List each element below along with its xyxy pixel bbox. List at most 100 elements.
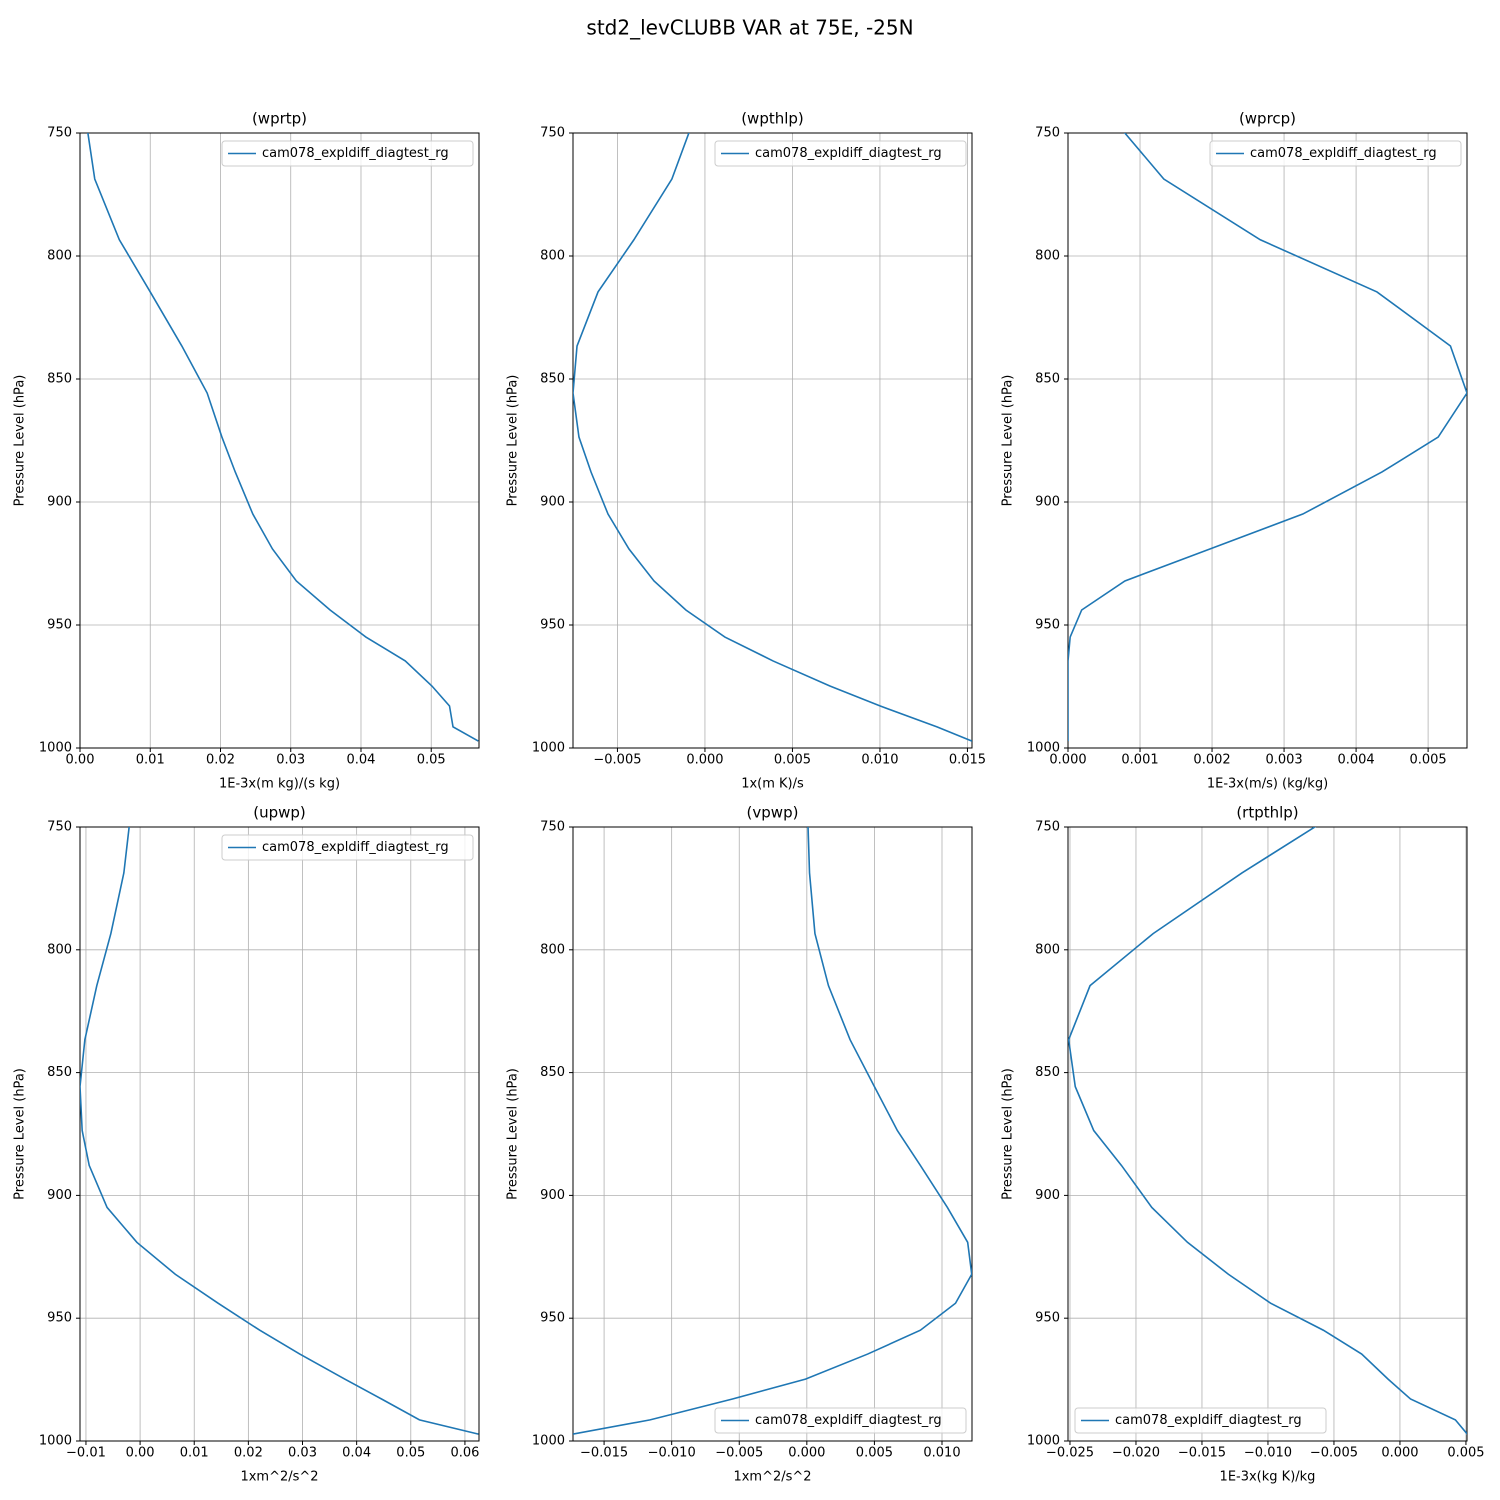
y-axis-label: Pressure Level (hPa) bbox=[506, 1068, 521, 1200]
x-tick-label: 0.02 bbox=[206, 753, 235, 768]
y-tick-label: 850 bbox=[540, 372, 565, 387]
y-tick-label: 900 bbox=[47, 495, 72, 510]
x-tick-label: 0.001 bbox=[1121, 753, 1158, 768]
y-tick-label: 1000 bbox=[532, 741, 565, 756]
y-tick-label: 800 bbox=[47, 249, 72, 264]
y-tick-label: 800 bbox=[47, 942, 72, 957]
x-tick-label: 0.05 bbox=[396, 1446, 425, 1461]
legend-label: cam078_expldiff_diagtest_rg bbox=[755, 146, 942, 161]
y-axis-label: Pressure Level (hPa) bbox=[13, 1068, 28, 1200]
y-tick-label: 1000 bbox=[39, 741, 72, 756]
plot-frame bbox=[1067, 826, 1468, 1442]
y-tick-label: 950 bbox=[1035, 618, 1060, 633]
y-tick-label: 950 bbox=[540, 1311, 565, 1326]
x-tick-label: −0.010 bbox=[648, 1446, 696, 1461]
legend-box bbox=[221, 834, 474, 861]
x-tick-label: 0.000 bbox=[788, 1446, 825, 1461]
data-line bbox=[87, 133, 479, 742]
plot-title: (upwp) bbox=[253, 804, 306, 822]
y-tick-label: 800 bbox=[540, 942, 565, 957]
plot-frame bbox=[572, 132, 973, 749]
y-tick-label: 950 bbox=[47, 1311, 72, 1326]
x-tick-label: 0.02 bbox=[234, 1446, 263, 1461]
legend-box bbox=[1074, 1407, 1327, 1434]
plot-frame bbox=[1067, 132, 1468, 749]
x-tick-label: 0.03 bbox=[276, 753, 305, 768]
x-tick-label: −0.015 bbox=[1178, 1446, 1226, 1461]
x-tick-label: −0.020 bbox=[1112, 1446, 1160, 1461]
y-tick-label: 950 bbox=[47, 618, 72, 633]
x-axis-label: 1E-3x(m kg)/(s kg) bbox=[219, 777, 340, 792]
x-tick-label: 0.04 bbox=[342, 1446, 371, 1461]
legend-label: cam078_expldiff_diagtest_rg bbox=[262, 146, 449, 161]
y-tick-label: 900 bbox=[1035, 495, 1060, 510]
x-tick-label: 0.03 bbox=[288, 1446, 317, 1461]
x-tick-label: 0.002 bbox=[1193, 753, 1230, 768]
x-tick-label: 0.00 bbox=[126, 1446, 155, 1461]
y-tick-label: 900 bbox=[47, 1188, 72, 1203]
x-tick-label: −0.015 bbox=[580, 1446, 628, 1461]
y-tick-label: 750 bbox=[47, 820, 72, 835]
legend-box bbox=[714, 1407, 967, 1434]
y-tick-label: 900 bbox=[1035, 1188, 1060, 1203]
x-tick-label: 0.000 bbox=[686, 753, 723, 768]
plot-title: (wpthlp) bbox=[741, 110, 804, 128]
x-tick-label: 0.01 bbox=[136, 753, 165, 768]
plot-title: (rtpthlp) bbox=[1236, 804, 1298, 822]
x-tick-label: 0.00 bbox=[66, 753, 95, 768]
legend-label: cam078_expldiff_diagtest_rg bbox=[755, 1413, 942, 1428]
y-tick-label: 850 bbox=[540, 1065, 565, 1080]
x-tick-label: −0.005 bbox=[715, 1446, 763, 1461]
y-axis-label: Pressure Level (hPa) bbox=[506, 375, 521, 507]
y-axis-label: Pressure Level (hPa) bbox=[13, 375, 28, 507]
y-tick-label: 950 bbox=[540, 618, 565, 633]
y-tick-label: 850 bbox=[1035, 1065, 1060, 1080]
x-axis-label: 1E-3x(kg K)/kg bbox=[1220, 1470, 1316, 1485]
y-tick-label: 1000 bbox=[532, 1434, 565, 1449]
y-tick-label: 750 bbox=[540, 126, 565, 141]
x-tick-label: 0.010 bbox=[861, 753, 898, 768]
x-tick-label: 0.000 bbox=[1381, 1446, 1418, 1461]
y-tick-label: 900 bbox=[540, 495, 565, 510]
plot-title: (wprcp) bbox=[1239, 110, 1296, 128]
x-tick-label: 0.005 bbox=[774, 753, 811, 768]
legend-box bbox=[221, 140, 474, 167]
y-tick-label: 750 bbox=[1035, 126, 1060, 141]
x-tick-label: 0.010 bbox=[923, 1446, 960, 1461]
y-tick-label: 900 bbox=[540, 1188, 565, 1203]
x-tick-label: 0.06 bbox=[450, 1446, 479, 1461]
x-tick-label: 0.015 bbox=[949, 753, 986, 768]
x-tick-label: 0.005 bbox=[1409, 753, 1446, 768]
y-tick-label: 1000 bbox=[39, 1434, 72, 1449]
figure-title: std2_levCLUBB VAR at 75E, -25N bbox=[586, 16, 913, 40]
plot-frame bbox=[572, 826, 973, 1442]
y-axis-label: Pressure Level (hPa) bbox=[1001, 1068, 1016, 1200]
x-axis-label: 1x(m K)/s bbox=[741, 777, 804, 792]
plot-title: (wprtp) bbox=[252, 110, 307, 128]
y-tick-label: 950 bbox=[1035, 1311, 1060, 1326]
y-tick-label: 750 bbox=[540, 820, 565, 835]
y-tick-label: 1000 bbox=[1027, 1434, 1060, 1449]
x-tick-label: 0.000 bbox=[1049, 753, 1086, 768]
y-tick-label: 1000 bbox=[1027, 741, 1060, 756]
x-tick-label: 0.003 bbox=[1265, 753, 1302, 768]
legend-box bbox=[714, 140, 967, 167]
x-tick-label: −0.01 bbox=[66, 1446, 106, 1461]
x-tick-label: 0.05 bbox=[417, 753, 446, 768]
legend-box bbox=[1209, 140, 1462, 167]
y-tick-label: 800 bbox=[1035, 942, 1060, 957]
x-tick-label: 0.005 bbox=[856, 1446, 893, 1461]
x-tick-label: −0.005 bbox=[593, 753, 641, 768]
y-axis-label: Pressure Level (hPa) bbox=[1001, 375, 1016, 507]
x-axis-label: 1xm^2/s^2 bbox=[240, 1470, 318, 1485]
legend-label: cam078_expldiff_diagtest_rg bbox=[262, 840, 449, 855]
data-line bbox=[80, 827, 479, 1435]
x-tick-label: −0.005 bbox=[1310, 1446, 1358, 1461]
data-line bbox=[1068, 133, 1467, 742]
y-tick-label: 750 bbox=[47, 126, 72, 141]
legend-label: cam078_expldiff_diagtest_rg bbox=[1250, 146, 1437, 161]
x-tick-label: 0.004 bbox=[1337, 753, 1374, 768]
x-tick-label: 0.04 bbox=[347, 753, 376, 768]
